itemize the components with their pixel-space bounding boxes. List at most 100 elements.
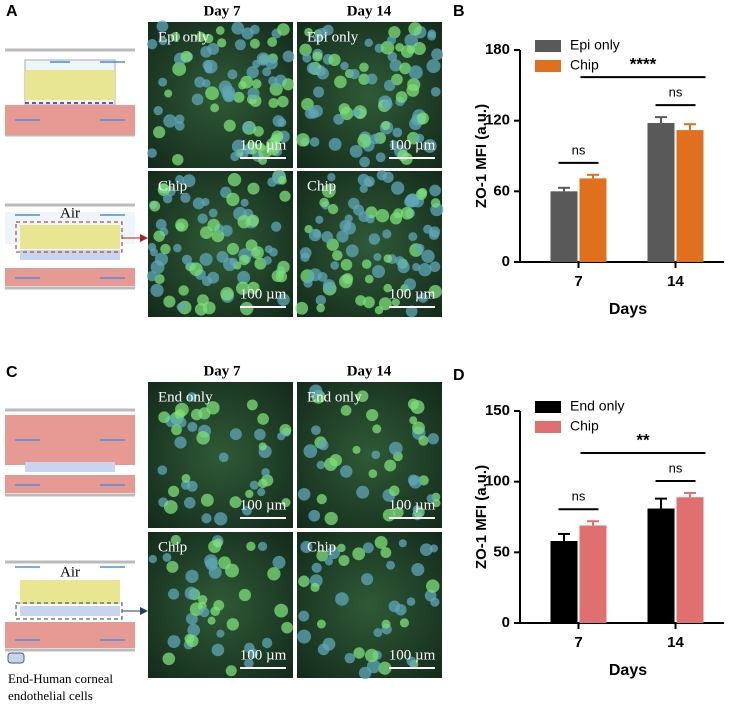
cell [358, 211, 370, 223]
cell [174, 436, 187, 449]
cell [339, 465, 353, 478]
cell [174, 114, 185, 124]
cell [297, 629, 312, 644]
cell [200, 493, 214, 507]
column-header: Day 14 [347, 363, 392, 379]
cell [432, 499, 441, 508]
cell [366, 408, 379, 422]
cell [158, 411, 171, 424]
cell [178, 285, 189, 296]
cell [239, 254, 250, 266]
cell [391, 181, 405, 195]
cell [277, 118, 287, 128]
image-label: Epi only [307, 29, 359, 45]
image-label: Chip [307, 539, 336, 555]
cell [328, 53, 341, 67]
cell [395, 604, 407, 616]
cell [163, 295, 176, 308]
cell [389, 441, 403, 456]
cell [226, 192, 240, 207]
legend-label: End only [570, 398, 624, 414]
cell [349, 68, 360, 80]
cell [205, 557, 219, 571]
cell [392, 506, 404, 518]
cell [310, 582, 320, 593]
image-label: End only [307, 389, 362, 405]
cell [412, 41, 426, 56]
x-tick-label: 7 [574, 273, 582, 290]
cell [405, 193, 419, 208]
cell [192, 197, 205, 210]
cell [211, 229, 225, 243]
cell [364, 274, 374, 284]
cell [271, 221, 282, 232]
significance-label: ns [572, 142, 586, 157]
cell [384, 459, 397, 472]
cell [231, 139, 246, 154]
cell [148, 554, 158, 564]
cell [340, 405, 352, 416]
x-axis-label: Days [609, 301, 647, 318]
legend-swatch [535, 60, 561, 72]
scale-bar-label: 100 µm [240, 137, 287, 153]
cell [277, 95, 289, 108]
cell [406, 84, 420, 97]
cell [349, 144, 363, 158]
legend-swatch [535, 421, 561, 433]
cell [389, 140, 399, 150]
cell [316, 549, 329, 562]
cell [414, 133, 425, 143]
y-tick-label: 150 [485, 402, 510, 419]
scale-bar-label: 100 µm [389, 647, 436, 663]
cell [319, 197, 330, 208]
cell [372, 265, 386, 279]
cell [257, 413, 269, 425]
cell [387, 35, 397, 45]
cell [316, 460, 326, 470]
cell [198, 407, 211, 420]
cell [358, 666, 372, 680]
cell [176, 302, 186, 312]
y-tick-label: 120 [485, 112, 510, 129]
cell [364, 38, 373, 48]
cell [187, 392, 197, 402]
cell [216, 250, 229, 263]
cell [197, 594, 208, 605]
cell [308, 509, 321, 522]
cell [158, 77, 168, 87]
cell [199, 252, 213, 266]
cell [227, 173, 242, 187]
cell [154, 252, 169, 266]
cell [221, 225, 233, 237]
cell [374, 535, 388, 549]
cell [271, 270, 284, 282]
legend-label: Epi only [570, 37, 620, 53]
chip-diagram [5, 408, 135, 497]
cell [388, 26, 401, 39]
cell [199, 607, 210, 618]
cell [376, 170, 388, 181]
cell [249, 24, 260, 35]
cell [153, 230, 165, 242]
scale-bar-label: 100 µm [240, 497, 287, 513]
cell [430, 198, 441, 208]
cell [268, 76, 278, 86]
cell [373, 628, 383, 638]
cell [191, 93, 204, 106]
cell [225, 665, 237, 677]
cell [386, 560, 396, 570]
cell [197, 294, 209, 307]
cell [353, 647, 365, 659]
cell [180, 192, 191, 203]
cell [174, 120, 185, 131]
cell [253, 126, 264, 137]
cell [257, 541, 268, 552]
cell [412, 421, 425, 435]
cell [246, 66, 259, 79]
bar [579, 178, 607, 262]
cell [270, 134, 281, 145]
cell [218, 80, 233, 94]
cell [181, 254, 192, 265]
cell [359, 184, 368, 193]
column-header: Day 14 [347, 3, 392, 19]
